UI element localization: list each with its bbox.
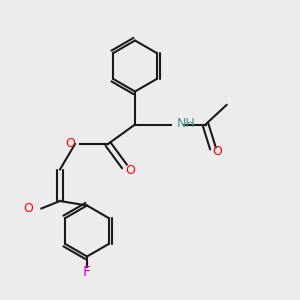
Text: O: O <box>126 164 135 177</box>
Text: F: F <box>83 266 91 279</box>
Text: O: O <box>213 145 222 158</box>
Text: O: O <box>23 202 33 215</box>
Text: O: O <box>65 136 75 150</box>
Text: NH: NH <box>176 117 195 130</box>
